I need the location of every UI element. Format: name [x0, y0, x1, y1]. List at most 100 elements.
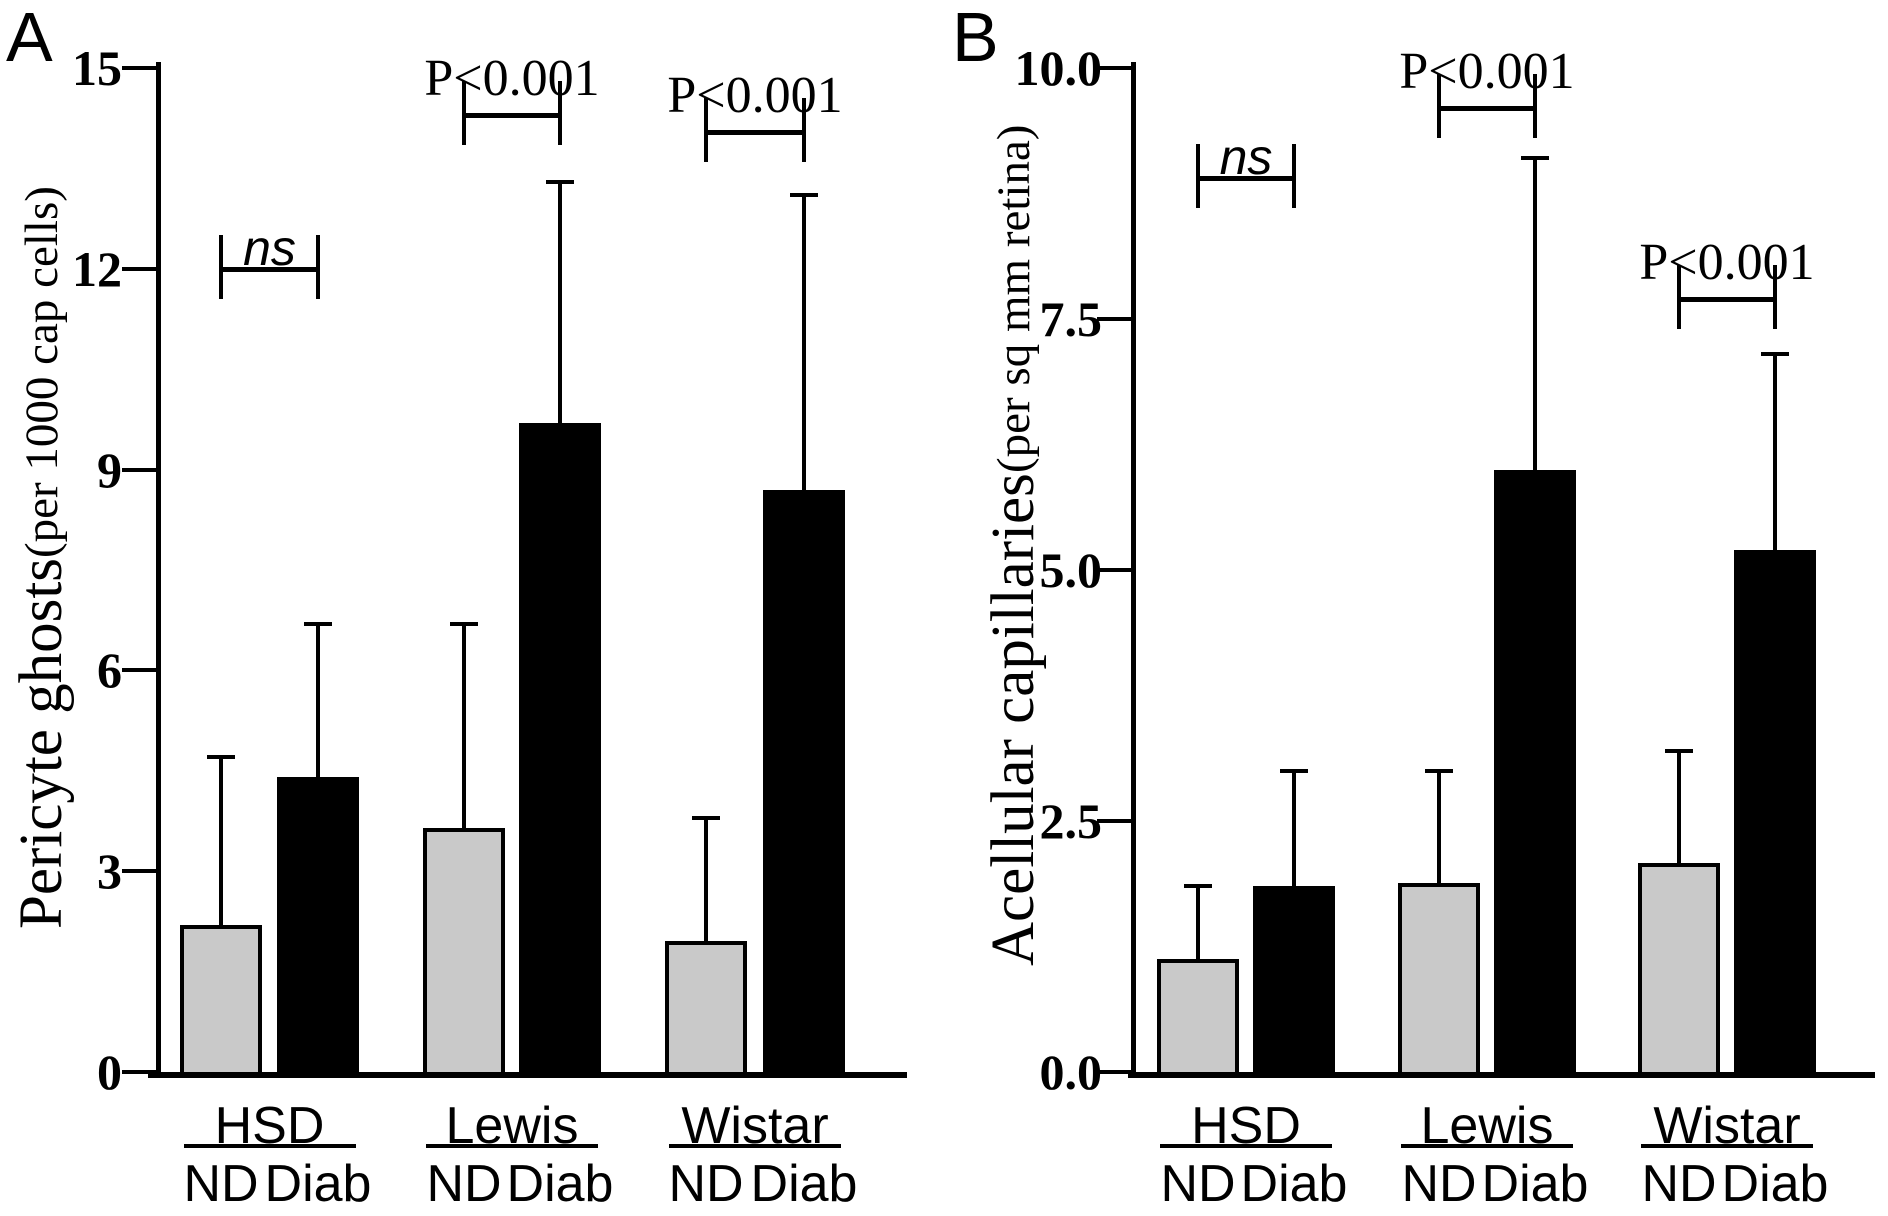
- y-axis-tick: [1097, 317, 1131, 321]
- panel-a-letter: A: [6, 0, 53, 76]
- significance-label: P<0.001: [667, 66, 843, 124]
- significance-bracket-tick: [462, 80, 466, 145]
- y-axis-tick: [122, 869, 156, 874]
- error-bar-cap: [450, 621, 478, 626]
- significance-bracket-tick: [704, 97, 708, 162]
- significance-bracket-tick: [558, 80, 562, 145]
- bar-hsd-nd: [180, 924, 262, 1076]
- significance-bracket-tick: [802, 97, 806, 162]
- y-axis-line: [1131, 62, 1136, 1078]
- y-axis-tick-label: 9: [97, 441, 122, 498]
- bar-hsd-nd: [1157, 958, 1239, 1076]
- error-bar-cap: [1184, 884, 1212, 889]
- series-label: Diab: [264, 1155, 372, 1213]
- group-label: Wistar: [1653, 1097, 1801, 1155]
- group-label: Lewis: [1420, 1097, 1554, 1155]
- error-bar-stem: [1677, 750, 1681, 872]
- error-bar-cap: [1425, 768, 1453, 773]
- group-label-underline: [183, 1144, 356, 1148]
- bar-hsd-diab: [1253, 886, 1335, 1076]
- error-bar-stem: [1437, 770, 1441, 892]
- significance-bracket-tick: [1292, 144, 1296, 209]
- significance-bracket: [221, 266, 318, 272]
- series-label: ND: [1641, 1155, 1717, 1213]
- y-axis-tick: [122, 266, 156, 271]
- error-bar-stem: [1773, 354, 1777, 558]
- error-bar-cap: [790, 193, 818, 198]
- series-label: Diab: [1240, 1155, 1348, 1213]
- series-label: Diab: [1481, 1155, 1589, 1213]
- error-bar-stem: [1196, 886, 1200, 967]
- y-axis-tick-label: 10.0: [1014, 40, 1103, 96]
- bar-lewis-nd: [423, 827, 505, 1076]
- series-label: ND: [426, 1155, 502, 1213]
- y-axis-tick-label: 15: [72, 40, 122, 96]
- error-bar-stem: [1533, 158, 1537, 478]
- y-axis-tick: [1097, 66, 1131, 70]
- y-axis-tick: [122, 668, 156, 673]
- bar-hsd-diab: [277, 777, 359, 1076]
- y-axis-line: [156, 62, 161, 1078]
- series-label: ND: [668, 1155, 744, 1213]
- panel-b-letter: B: [952, 0, 999, 76]
- error-bar-stem: [704, 817, 708, 950]
- error-bar-stem: [219, 757, 223, 933]
- significance-bracket-tick: [219, 234, 223, 299]
- series-label: Diab: [506, 1155, 614, 1213]
- series-label: ND: [183, 1155, 259, 1213]
- error-bar-cap: [692, 815, 720, 820]
- significance-label: P<0.001: [1639, 233, 1815, 291]
- significance-label: P<0.001: [1399, 43, 1575, 101]
- significance-bracket: [706, 129, 804, 135]
- bar-wistar-diab: [1734, 549, 1816, 1076]
- significance-bracket-tick: [316, 234, 320, 299]
- panel-a-y-axis-title-sub: (per 1000 cap cells): [16, 186, 68, 559]
- bar-wistar-diab: [763, 489, 845, 1076]
- series-label: ND: [1401, 1155, 1477, 1213]
- error-bar-stem: [558, 181, 562, 431]
- significance-bracket-tick: [1773, 264, 1777, 329]
- error-bar-cap: [546, 179, 574, 184]
- significance-bracket: [1439, 106, 1535, 112]
- error-bar-cap: [1521, 156, 1549, 161]
- series-label: Diab: [1721, 1155, 1829, 1213]
- group-label: HSD: [214, 1097, 325, 1155]
- bar-lewis-diab: [1494, 469, 1576, 1076]
- y-axis-tick-label: 5.0: [1039, 542, 1103, 598]
- significance-label: ns: [1219, 129, 1273, 186]
- y-axis-tick-label: 12: [72, 240, 122, 297]
- significance-bracket-tick: [1677, 264, 1681, 329]
- group-label: HSD: [1191, 1097, 1301, 1155]
- group-label-underline: [669, 1144, 841, 1148]
- bar-wistar-nd: [1638, 863, 1720, 1076]
- error-bar-cap: [1761, 352, 1789, 357]
- error-bar-cap: [207, 755, 235, 760]
- y-axis-tick: [122, 66, 156, 70]
- group-label-underline: [1641, 1144, 1813, 1148]
- series-label: ND: [1160, 1155, 1236, 1213]
- y-axis-tick: [1097, 1070, 1131, 1074]
- error-bar-cap: [1280, 768, 1308, 773]
- error-bar-stem: [1292, 770, 1296, 895]
- bar-lewis-diab: [519, 422, 601, 1076]
- significance-bracket: [1198, 176, 1294, 182]
- error-bar-stem: [462, 623, 466, 836]
- error-bar-stem: [802, 195, 806, 498]
- significance-label: ns: [243, 219, 296, 276]
- error-bar-cap: [304, 621, 332, 626]
- group-label-underline: [426, 1144, 598, 1148]
- series-label: Diab: [750, 1155, 858, 1213]
- y-axis-tick-label: 0.0: [1039, 1044, 1103, 1100]
- group-label: Wistar: [681, 1097, 829, 1155]
- significance-bracket: [1679, 296, 1775, 302]
- error-bar-stem: [316, 623, 320, 786]
- y-axis-tick: [1097, 568, 1131, 572]
- significance-bracket-tick: [1533, 74, 1537, 139]
- y-axis-tick-label: 0: [97, 1044, 122, 1100]
- y-axis-tick-label: 3: [97, 843, 122, 900]
- y-axis-tick: [122, 1070, 156, 1074]
- y-axis-tick: [122, 467, 156, 472]
- bar-lewis-nd: [1398, 883, 1480, 1076]
- group-label-underline: [1401, 1144, 1573, 1148]
